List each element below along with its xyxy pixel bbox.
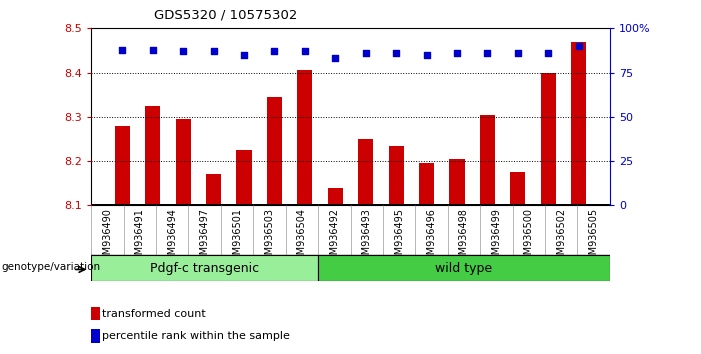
Point — [116, 47, 128, 52]
Point — [390, 50, 402, 56]
Text: GSM936499: GSM936499 — [491, 208, 501, 267]
Point — [482, 50, 493, 56]
Text: GSM936494: GSM936494 — [167, 208, 177, 267]
Text: GSM936491: GSM936491 — [135, 208, 145, 267]
Text: GSM936498: GSM936498 — [459, 208, 469, 267]
Bar — [91, 255, 318, 281]
Text: GSM936493: GSM936493 — [362, 208, 372, 267]
Bar — [358, 139, 374, 205]
Point — [512, 50, 524, 56]
Text: GSM936504: GSM936504 — [297, 208, 307, 267]
Point — [329, 56, 341, 61]
Point — [147, 47, 158, 52]
Bar — [206, 175, 222, 205]
Point — [208, 48, 219, 54]
Bar — [510, 172, 526, 205]
Text: GDS5320 / 10575302: GDS5320 / 10575302 — [154, 9, 298, 22]
Text: GSM936497: GSM936497 — [200, 208, 210, 267]
Bar — [419, 163, 434, 205]
Bar — [297, 70, 313, 205]
Bar — [145, 106, 161, 205]
Bar — [449, 159, 465, 205]
Text: GSM936503: GSM936503 — [264, 208, 275, 267]
Text: GSM936496: GSM936496 — [426, 208, 437, 267]
Bar — [327, 188, 343, 205]
Text: GSM936500: GSM936500 — [524, 208, 534, 267]
Text: percentile rank within the sample: percentile rank within the sample — [102, 331, 290, 341]
Point — [268, 48, 280, 54]
Text: GSM936505: GSM936505 — [589, 208, 599, 267]
Text: transformed count: transformed count — [102, 309, 205, 319]
Bar — [318, 255, 610, 281]
Text: genotype/variation: genotype/variation — [2, 262, 101, 272]
Text: GSM936501: GSM936501 — [232, 208, 242, 267]
Bar — [175, 119, 191, 205]
Bar — [236, 150, 252, 205]
Point — [543, 50, 554, 56]
Point — [421, 52, 433, 58]
Bar — [388, 145, 404, 205]
Point — [299, 48, 311, 54]
Bar — [267, 97, 282, 205]
Text: GSM936492: GSM936492 — [329, 208, 339, 267]
Point — [451, 50, 463, 56]
Point — [360, 50, 372, 56]
Point — [573, 43, 585, 49]
Text: GSM936495: GSM936495 — [394, 208, 404, 267]
Bar — [479, 115, 495, 205]
Bar — [115, 126, 130, 205]
Text: GSM936502: GSM936502 — [556, 208, 566, 267]
Text: wild type: wild type — [435, 262, 493, 275]
Bar — [540, 73, 556, 205]
Point — [177, 48, 189, 54]
Text: Pdgf-c transgenic: Pdgf-c transgenic — [150, 262, 259, 275]
Text: GSM936490: GSM936490 — [102, 208, 112, 267]
Bar — [571, 41, 586, 205]
Point — [238, 52, 250, 58]
